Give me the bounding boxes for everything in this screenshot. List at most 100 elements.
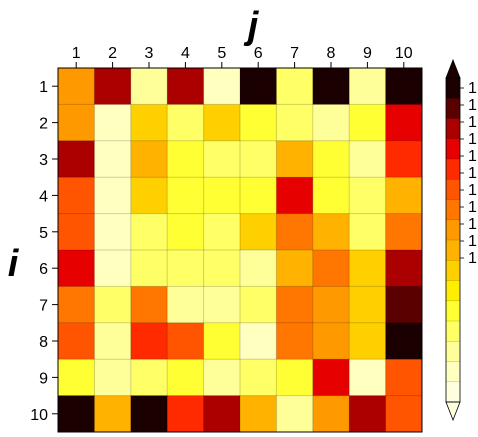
heatmap-cell <box>385 140 423 178</box>
x-tick-labels: 1 2 3 4 5 6 7 8 9 10 <box>72 45 413 68</box>
heatmap-cell <box>349 104 387 142</box>
colorbar-tick-label: 1 <box>468 97 477 114</box>
colorbar-segment <box>446 98 460 119</box>
heatmap-cell <box>167 68 205 105</box>
heatmap-cell <box>312 286 350 324</box>
colorbar-segment <box>446 361 460 383</box>
heatmap-cell <box>94 177 132 215</box>
heatmap-cell <box>203 322 241 360</box>
y-tick-label: 4 <box>39 188 48 205</box>
x-tick-label: 4 <box>181 45 190 62</box>
colorbar-tick-label: 1 <box>468 148 477 165</box>
y-axis-title: i <box>8 243 20 285</box>
colorbar-segment <box>446 280 460 302</box>
heatmap-cell <box>130 286 168 324</box>
y-tick-label: 10 <box>30 407 48 424</box>
heatmap-cell <box>167 286 205 324</box>
x-tick-label: 10 <box>395 45 413 62</box>
heatmap-cell <box>276 250 314 287</box>
x-tick-label: 8 <box>327 45 336 62</box>
x-tick-label: 2 <box>108 45 117 62</box>
heatmap-cell <box>130 213 168 251</box>
x-tick-label: 1 <box>72 45 81 62</box>
heatmap-cell <box>276 177 314 215</box>
heatmap-cell <box>312 213 350 251</box>
y-tick-label: 7 <box>39 298 48 315</box>
heatmap-cell <box>130 322 168 360</box>
heatmap-cell <box>94 213 132 251</box>
heatmap-cell <box>167 140 205 178</box>
colorbar-tick-label: 1 <box>468 216 477 233</box>
heatmap-cell <box>203 359 241 397</box>
y-tick-label: 3 <box>39 152 48 169</box>
heatmap-cell <box>312 395 350 433</box>
y-tick-label: 9 <box>39 370 48 387</box>
colorbar-segment <box>446 219 460 241</box>
heatmap-cell <box>58 68 95 105</box>
heatmap-cell <box>349 395 387 433</box>
colorbar-min-extend <box>445 401 461 422</box>
heatmap-cell <box>349 140 387 178</box>
heatmap-cell <box>349 286 387 324</box>
heatmap-cell <box>349 322 387 360</box>
heatmap-cell <box>349 250 387 287</box>
heatmap-cell <box>385 322 423 360</box>
heatmap-cell <box>240 104 277 142</box>
heatmap-cell <box>58 250 95 287</box>
heatmap-cell <box>58 395 95 433</box>
heatmap-cell <box>276 359 314 397</box>
heatmap-cell <box>130 68 168 105</box>
heatmap-cell <box>240 286 277 324</box>
heatmap-cell <box>276 395 314 433</box>
heatmap-grid <box>58 68 422 432</box>
y-tick-label: 8 <box>39 334 48 351</box>
heatmap-cell <box>312 322 350 360</box>
heatmap-cell <box>349 68 387 105</box>
heatmap-cell <box>240 322 277 360</box>
heatmap-cell <box>130 359 168 397</box>
heatmap-cell <box>58 213 95 251</box>
heatmap-cell <box>385 286 423 324</box>
colorbar-segment <box>446 300 460 322</box>
x-tick-label: 9 <box>363 45 372 62</box>
heatmap-cell <box>276 213 314 251</box>
heatmap-cell <box>385 104 423 142</box>
colorbar-segment <box>446 260 460 281</box>
heatmap-cell <box>312 68 350 105</box>
heatmap-cell <box>276 322 314 360</box>
heatmap-cell <box>240 395 277 433</box>
x-tick-label: 3 <box>145 45 154 62</box>
heatmap-cell <box>167 395 205 433</box>
colorbar-frame <box>445 77 461 403</box>
heatmap-cell <box>203 140 241 178</box>
heatmap-cell <box>58 177 95 215</box>
heatmap-cell <box>130 395 168 433</box>
colorbar-tick-label: 1 <box>468 199 477 216</box>
heatmap-cell <box>130 104 168 142</box>
heatmap-cell <box>240 213 277 251</box>
colorbar-segment <box>446 159 460 180</box>
heatmap-cell <box>94 286 132 324</box>
heatmap-cell <box>167 104 205 142</box>
colorbar-segment <box>446 78 460 99</box>
heatmap-cell <box>349 213 387 251</box>
x-tick-label: 7 <box>290 45 299 62</box>
heatmap-cell <box>276 104 314 142</box>
heatmap-cell <box>94 359 132 397</box>
heatmap-cell <box>349 177 387 215</box>
heatmap-cell <box>58 104 95 142</box>
heatmap-cell <box>94 322 132 360</box>
colorbar-segment <box>446 179 460 200</box>
y-tick-labels: 1 2 3 4 5 6 7 8 9 10 <box>30 79 58 424</box>
heatmap-cell <box>312 140 350 178</box>
colorbar-tick-label: 1 <box>468 114 477 131</box>
heatmap-cell <box>385 68 423 105</box>
heatmap-cell <box>276 140 314 178</box>
heatmap-cell <box>58 359 95 397</box>
heatmap-cell <box>94 250 132 287</box>
colorbar-segment <box>446 118 460 140</box>
heatmap-cell <box>203 213 241 251</box>
heatmap-cell <box>203 250 241 287</box>
